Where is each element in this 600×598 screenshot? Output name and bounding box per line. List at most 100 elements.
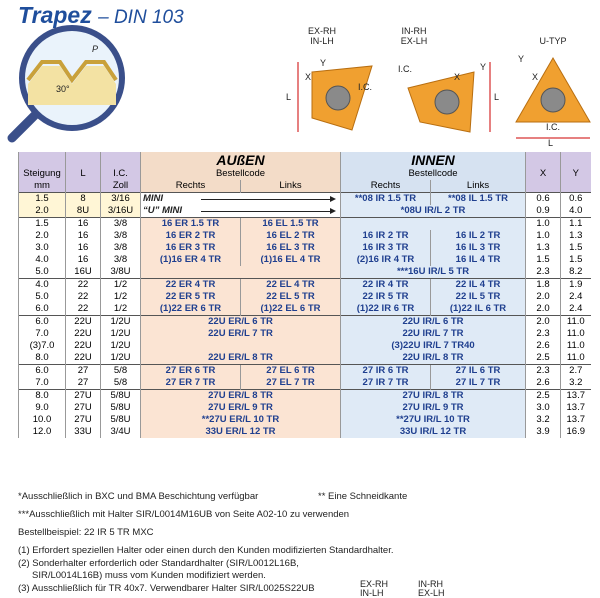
steigung: 7.0 [18,328,66,340]
code: 33U IR/L 12 TR [340,426,526,438]
y: 0.6 [560,192,591,205]
code: 16 IR 3 TR [340,242,431,254]
ic: 3/16 [100,192,141,205]
x: 1.5 [525,254,561,266]
title: Trapez – DIN 103 [18,2,184,29]
code: 16 IL 2 TR [430,230,526,242]
ic: 3/8 [100,242,141,254]
code: 16 EL 3 TR [239,242,341,254]
code: 27 EL 6 TR [239,364,341,377]
y: 4.0 [560,205,591,218]
x: 1.0 [525,217,561,230]
steigung: 7.0 [18,377,66,390]
h: Steigung [23,168,61,179]
dim: L [494,92,499,102]
code: 16 IR 2 TR [340,230,431,242]
code: 22U ER/L 6 TR [139,315,341,328]
code: (1)22 IL 6 TR [430,303,526,316]
steigung: 2.0 [18,205,66,218]
code: **08 IL 1.5 TR [430,192,526,205]
code: (2)16 IR 4 TR [340,254,431,266]
h: Zoll [112,180,129,191]
code: 27U ER/L 9 TR [139,402,341,414]
row: 1.5 8 3/16 MINI **08 IR 1.5 TR **08 IL 1.5 TR… [18,192,591,205]
code: 22 ER 5 TR [140,291,241,303]
footnote: ** Eine Schneidkante [318,491,408,502]
x: 3.9 [525,426,561,438]
code: 22 IR 4 TR [340,278,431,291]
code: *08U IR/L 2 TR [340,205,526,218]
footnote: SIR/L0014L16B) muss vom Kunden modifizie… [32,570,266,581]
ic: 3/8 [100,230,141,242]
label: EX-LH [401,36,428,46]
ic: 3/8 [100,254,141,266]
l: 22U [65,328,101,340]
dim: Y [480,62,486,72]
x: 3.0 [525,402,561,414]
row: 7.0 27 5/8 27 ER 7 TR 27 EL 7 TR 27 IR 7 TR 27… [18,377,591,390]
code: 16 ER 3 TR [140,242,241,254]
x: 2.0 [525,291,561,303]
dim: I.C. [398,64,412,74]
code: (1)22 EL 6 TR [239,303,341,316]
code: 27 IR 6 TR [340,364,431,377]
x: 1.0 [525,230,561,242]
l: 22U [65,352,101,365]
row: 8.0 27U 5/8U 27U ER/L 8 TR 27U IR/L 8 TR 2.5 1… [18,389,591,402]
insert-u: L Y X I.C. [515,54,591,148]
table-body: 1.5 8 3/16 MINI **08 IR 1.5 TR **08 IL 1.5 TR… [18,192,591,438]
code: (1)16 ER 4 TR [140,254,241,266]
steigung: 1.5 [18,217,66,230]
y: 11.0 [560,328,591,340]
code: 22 EL 5 TR [239,291,341,303]
magnifier-handle [7,107,43,143]
l: 27 [65,364,101,377]
code: 16 IL 3 TR [430,242,526,254]
l: 22U [65,315,101,328]
h-rechts: Rechts [140,180,241,193]
x: 2.6 [525,377,561,390]
code: (3)22U IR/L 7 TR40 [340,340,526,352]
legend: EX-RH IN-LH [360,580,388,598]
code: 27 ER 6 TR [140,364,241,377]
code: 22 IR 5 TR [340,291,431,303]
steigung: 10.0 [18,414,66,426]
l: 27U [65,389,101,402]
y: 11.0 [560,315,591,328]
l: 8U [65,205,101,218]
empty-cell [139,340,341,352]
l: 33U [65,426,101,438]
steigung: 9.0 [18,402,66,414]
dim: L [286,92,291,102]
l: 22 [65,278,101,291]
y: 2.7 [560,364,591,377]
code: “U” MINI [139,205,341,218]
ic: 3/16U [100,205,141,218]
col-steigung: Steigung mm [18,152,66,193]
col-ic: I.C. Zoll [100,152,141,193]
y: 1.9 [560,278,591,291]
row: 1.5 16 3/8 16 ER 1.5 TR 16 EL 1.5 TR 1.0 1.1 [18,217,591,230]
y: 11.0 [560,352,591,365]
label: IN-RH [402,26,427,36]
ic: 1/2 [100,303,141,316]
footnote: (1) Erfordert speziellen Halter oder ein… [18,545,394,556]
h-bestellcode: Bestellcode [340,168,526,180]
x: 0.6 [525,192,561,205]
x: 0.9 [525,205,561,218]
footnote: (2) Sonderhalter erforderlich oder Stand… [18,558,299,569]
steigung: 2.0 [18,230,66,242]
l: 16 [65,242,101,254]
y: 1.3 [560,230,591,242]
code: 16 ER 1.5 TR [140,217,241,230]
code: 22U IR/L 6 TR [340,315,526,328]
code: 27 IR 7 TR [340,377,431,390]
l: 16 [65,217,101,230]
code: (1)22 IR 6 TR [340,303,431,316]
ic: 3/4U [100,426,141,438]
y: 3.2 [560,377,591,390]
code: ***16U IR/L 5 TR [340,266,526,279]
insert-in: L X Y I.C. [398,62,499,133]
row: 9.0 27U 5/8U 27U ER/L 9 TR 27U IR/L 9 TR 3.0 1… [18,402,591,414]
ic: 5/8 [100,377,141,390]
